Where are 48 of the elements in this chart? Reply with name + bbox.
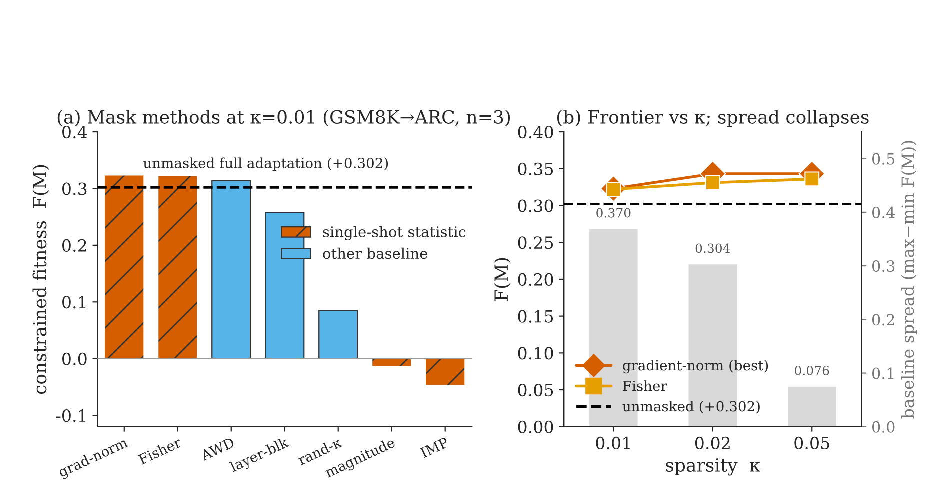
chart-title: (b) Frontier vs κ; spread collapses — [557, 110, 869, 128]
bar — [426, 358, 465, 386]
y-tick-label: 0.3 — [62, 182, 87, 196]
y-tick-label: 0.0 — [62, 352, 87, 366]
y2-tick-label: 0.1 — [872, 368, 894, 380]
y-axis-title: constrained fitness F(M) — [32, 165, 50, 394]
y2-tick-label: 0.5 — [872, 153, 895, 165]
x-tick-label: 0.05 — [794, 436, 830, 450]
point — [705, 175, 720, 190]
y-tick-label: 0.00 — [518, 420, 554, 434]
chart-title: (a) Mask methods at κ=0.01 (GSM8K→ARC, n=3) — [58, 110, 510, 127]
y2-tick-label: 0.0 — [872, 421, 895, 433]
y-tick-label: -0.1 — [56, 410, 86, 422]
bar — [105, 176, 144, 359]
x-tick-label: 0.01 — [596, 436, 630, 450]
y-tick-label: 0.20 — [518, 273, 554, 286]
annotation: unmasked full adaptation (+0.302) — [144, 158, 388, 172]
y-tick-label: 0.1 — [62, 296, 86, 309]
data-label: 0.304 — [696, 244, 730, 254]
data-label: 0.076 — [795, 366, 830, 376]
legend-label: Fisher — [623, 380, 668, 392]
y-axis-title: F(M) — [494, 258, 511, 302]
y2-tick-label: 0.2 — [872, 314, 894, 326]
y-tick-label: 0.30 — [518, 200, 554, 212]
y2-tick-label: 0.3 — [872, 260, 895, 272]
y-tick-label: 0.4 — [62, 126, 88, 139]
y-tick-label: 0.25 — [518, 236, 554, 250]
legend-label: other baseline — [323, 248, 428, 260]
y-tick-label: 0.05 — [518, 384, 554, 397]
x-axis-title: sparsity κ — [666, 458, 760, 476]
legend-label: single-shot statistic — [323, 226, 466, 241]
bar — [318, 310, 358, 360]
bar — [158, 176, 198, 359]
legend-label: gradient-norm (best) — [623, 360, 768, 374]
y-tick-label: 0.40 — [518, 126, 554, 139]
y-tick-label: 0.35 — [518, 162, 554, 176]
y-tick-label: 0.10 — [518, 347, 554, 360]
legend-label: unmasked (+0.302) — [622, 400, 760, 414]
x-tick-label: IMP — [420, 437, 450, 458]
bar — [786, 385, 838, 427]
bar — [212, 180, 252, 360]
data-label: 0.370 — [596, 208, 631, 218]
x-tick-label: 0.02 — [695, 436, 730, 450]
y-tick-label: 0.2 — [62, 239, 86, 252]
y2-tick-label: 0.4 — [872, 206, 895, 218]
y2-axis-title: baseline spread (max−min F(M)) — [901, 141, 918, 419]
point — [804, 172, 820, 187]
y-tick-label: 0.15 — [518, 310, 554, 323]
